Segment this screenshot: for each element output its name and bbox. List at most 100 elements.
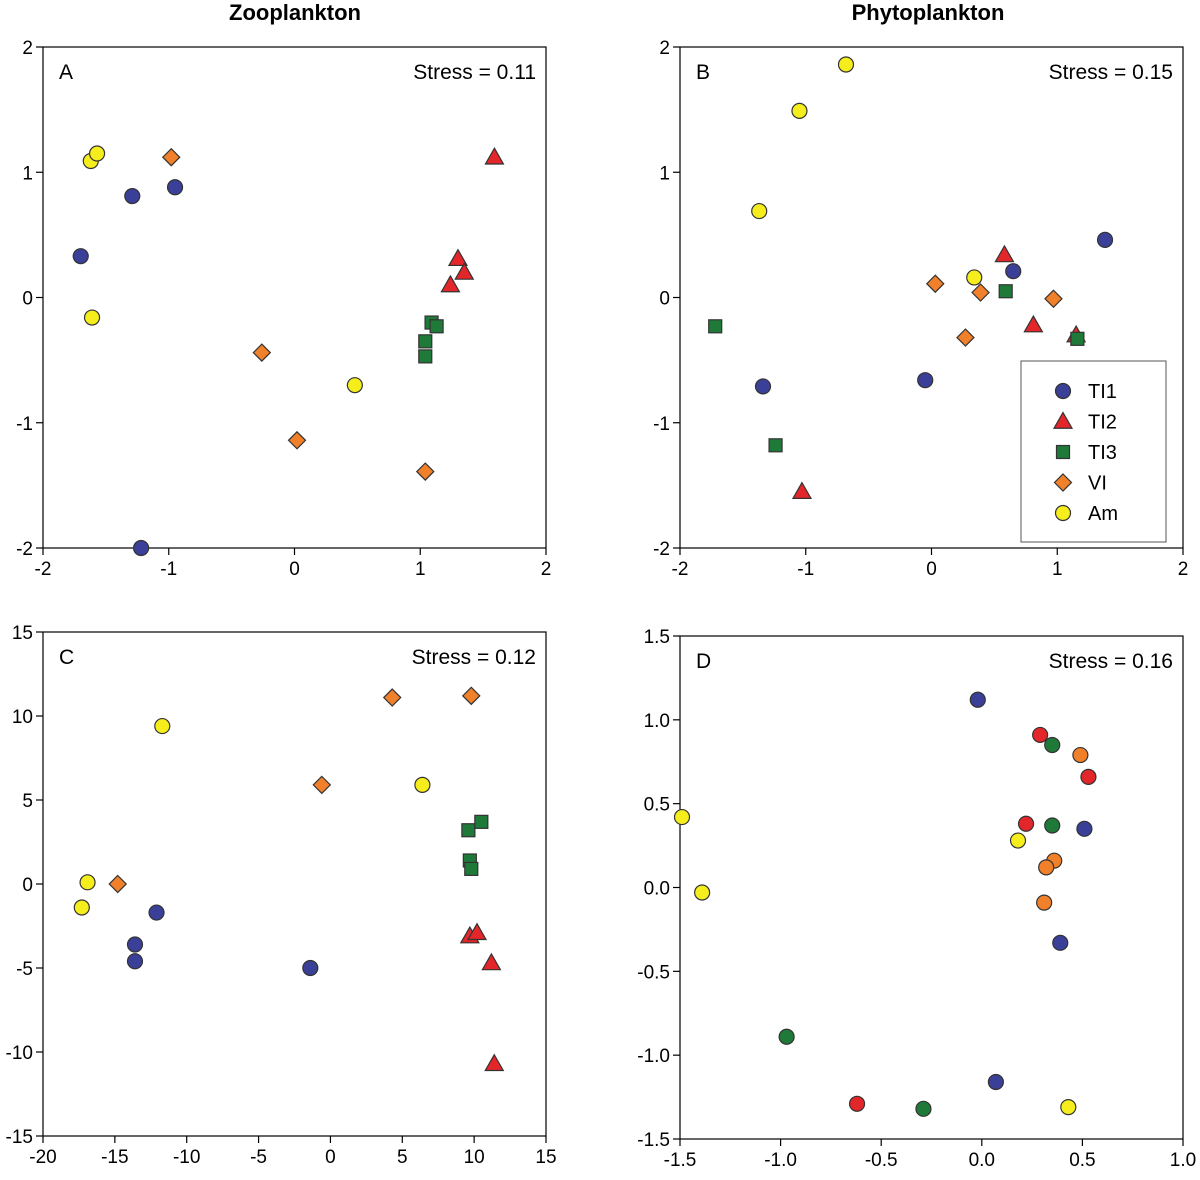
panel-B: -2 -1 0 1 2 -2 -1 0 1 2 B Stress = 0.15 TI1 TI2 TI3 VI A… [653, 38, 1188, 580]
point-ti2 [466, 922, 488, 941]
point-ti2 [484, 1053, 505, 1072]
point-ti1 [126, 953, 144, 970]
x-tick-label: 10 [464, 1147, 485, 1168]
point-vi [1038, 859, 1055, 876]
point-ti1 [1005, 263, 1022, 280]
legend-marker-ti2 [1052, 411, 1074, 429]
point-vi [108, 874, 128, 894]
stress-label: Stress = 0.16 [1049, 650, 1173, 673]
point-ti1 [987, 1073, 1004, 1091]
y-tick-label: -15 [6, 1127, 33, 1148]
point-ti3 [461, 823, 476, 838]
point-ti1 [969, 691, 986, 708]
point-ti3 [778, 1028, 795, 1045]
x-tick-label: -5 [250, 1147, 267, 1168]
point-am [966, 269, 983, 286]
point-ti3 [418, 349, 433, 364]
point-am [83, 309, 101, 326]
y-tick-label: -1.5 [637, 1130, 670, 1151]
point-ti1 [1076, 820, 1093, 837]
y-tick-label: 15 [12, 623, 33, 644]
legend-marker-vi [1053, 473, 1073, 492]
x-tick-label: -20 [29, 1147, 56, 1168]
y-tick-label: 0 [22, 289, 33, 310]
point-am [837, 56, 855, 73]
point-ti3 [708, 319, 723, 334]
x-tick-label: -2 [672, 559, 689, 580]
point-ti1 [72, 248, 89, 265]
point-ti2 [440, 274, 461, 293]
x-tick-label: 1.0 [1170, 1150, 1196, 1171]
legend-label-am: Am [1088, 503, 1118, 525]
legend: TI1 TI2 TI3 VI Am [1020, 360, 1167, 543]
point-vi [1036, 894, 1053, 911]
x-tick-label: -0.5 [865, 1150, 898, 1171]
point-am [791, 102, 808, 119]
y-tick-label: 1 [22, 163, 33, 184]
x-tick-label: -15 [101, 1147, 128, 1168]
y-tick-label: 2 [659, 38, 670, 59]
x-tick-label: -10 [173, 1147, 200, 1168]
point-am [79, 874, 96, 891]
x-tick-label: 0 [289, 559, 300, 580]
y-tick-label: 10 [12, 707, 33, 728]
point-am [73, 899, 90, 916]
point-vi [971, 283, 990, 302]
point-ti1 [917, 372, 934, 389]
point-ti1 [302, 959, 319, 977]
point-ti3 [418, 334, 433, 349]
point-ti1 [166, 179, 184, 196]
y-tick-label: -2 [16, 539, 33, 560]
point-vi [461, 686, 481, 706]
point-ti2 [848, 1095, 866, 1112]
point-ti3 [474, 814, 489, 829]
y-tick-label: 0.0 [644, 879, 670, 900]
point-ti1 [148, 904, 165, 921]
y-tick-label: 0.5 [644, 795, 670, 816]
stress-label: Stress = 0.12 [412, 646, 536, 669]
x-tick-label: 5 [397, 1147, 408, 1168]
point-am [88, 145, 106, 162]
point-am [1009, 832, 1027, 849]
point-vi [1044, 289, 1063, 309]
point-ti2 [1023, 314, 1044, 333]
point-ti2 [484, 147, 505, 165]
y-tick-label: -1.0 [637, 1046, 670, 1067]
point-am [414, 776, 431, 793]
y-tick-label: -5 [16, 959, 33, 980]
panel-letter: B [696, 61, 710, 84]
plot-frame [679, 635, 1184, 1140]
plot-frame [42, 46, 547, 549]
legend-marker-am [1054, 504, 1072, 522]
x-tick-label: 1 [415, 559, 426, 580]
point-ti3 [429, 319, 444, 334]
x-tick-label: -1 [160, 559, 177, 580]
y-tick-label: 1.5 [644, 627, 670, 648]
point-ti1 [754, 378, 772, 395]
x-tick-label: -1.5 [664, 1150, 697, 1171]
panel-letter: D [696, 650, 711, 673]
y-tick-label: 0 [22, 875, 33, 896]
point-ti1 [1096, 231, 1114, 248]
point-ti2 [994, 244, 1015, 263]
y-tick-label: 1 [659, 163, 670, 184]
y-tick-label: -1 [653, 414, 670, 435]
point-ti3 [998, 284, 1013, 299]
y-tick-label: 1.0 [644, 711, 670, 732]
x-tick-label: 2 [1178, 559, 1189, 580]
stress-label: Stress = 0.15 [1049, 61, 1173, 84]
point-am [751, 202, 768, 220]
x-tick-label: 2 [541, 559, 552, 580]
point-am [1060, 1099, 1077, 1116]
x-tick-label: -1.0 [764, 1150, 797, 1171]
point-am [694, 884, 711, 901]
point-vi [415, 462, 435, 481]
point-ti3 [1044, 736, 1061, 754]
point-vi [382, 688, 402, 707]
point-vi [312, 775, 332, 795]
point-vi [252, 343, 272, 362]
point-ti2 [1080, 768, 1097, 785]
x-tick-label: 15 [535, 1147, 556, 1168]
